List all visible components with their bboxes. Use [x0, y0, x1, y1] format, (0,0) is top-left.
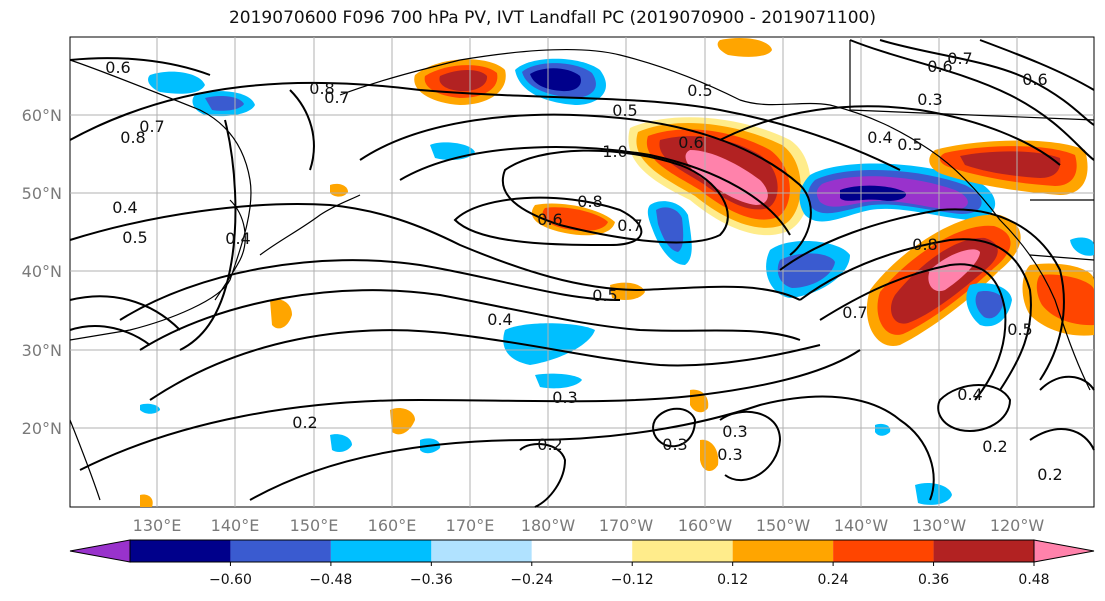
colorbar: −0.60 −0.48 −0.36 −0.24 −0.12 0.12 0.24 0.36 0.4… — [69, 539, 1095, 588]
contour-label: 0.6 — [678, 133, 703, 152]
lon-label: 180°W — [521, 516, 576, 535]
colorbar-label: 0.24 — [818, 572, 849, 588]
lon-label: 140°W — [834, 516, 889, 535]
plot-area: 0.60.70.80.80.70.40.5 0.40.50.60.71.00.80… — [69, 36, 1095, 508]
lat-label: 60°N — [22, 106, 62, 125]
contour-label: 0.7 — [324, 88, 349, 107]
contour-label: 0.5 — [897, 135, 922, 154]
colorbar-label: −0.24 — [510, 572, 553, 588]
contour-label: 0.3 — [662, 435, 687, 454]
negative-anomaly-bering — [140, 58, 1094, 505]
lon-label: 140°E — [211, 516, 260, 535]
contour-label: 0.5 — [122, 228, 147, 247]
coastlines — [69, 40, 1095, 501]
contour-label: 0.2 — [537, 435, 562, 454]
colorbar-label: −0.12 — [611, 572, 654, 588]
contour-label: 0.6 — [1022, 70, 1047, 89]
lon-label: 170°E — [446, 516, 495, 535]
contour-label: 0.8 — [912, 235, 937, 254]
shaded-anomalies — [140, 38, 1094, 507]
colorbar-high-extend — [1033, 539, 1095, 563]
colorbar-segment — [531, 540, 633, 562]
contour-label: 0.6 — [927, 57, 952, 76]
lon-label: 130°W — [912, 516, 967, 535]
longitude-labels: 130°E 140°E 150°E 160°E 170°E 180°W 170°W 160°W… — [133, 516, 1045, 535]
contour-label: 0.3 — [722, 422, 747, 441]
contour-label: 0.5 — [612, 101, 637, 120]
contour-label: 0.3 — [717, 445, 742, 464]
contour-label: 0.2 — [982, 437, 1007, 456]
contour-label: 0.8 — [120, 128, 145, 147]
colorbar-segment — [933, 540, 1034, 562]
colorbar-segment — [330, 540, 432, 562]
contour-label: 0.4 — [225, 229, 250, 248]
colorbar-segment — [431, 540, 532, 562]
latitude-labels: 60°N 50°N 40°N 30°N 20°N — [22, 106, 62, 438]
colorbar-label: −0.60 — [209, 572, 252, 588]
lon-label: 150°W — [756, 516, 811, 535]
colorbar-label: −0.48 — [309, 572, 352, 588]
contour-label: 1.0 — [602, 142, 627, 161]
colorbar-label: −0.36 — [410, 572, 453, 588]
contour-label: 0.6 — [105, 58, 130, 77]
contour-label: 0.5 — [1007, 320, 1032, 339]
lon-label: 130°E — [133, 516, 182, 535]
colorbar-segment — [130, 540, 231, 562]
contour-label: 0.2 — [1037, 465, 1062, 484]
lon-label: 160°E — [368, 516, 417, 535]
contour-label: 0.4 — [957, 385, 982, 404]
contour-label: 0.8 — [309, 79, 334, 98]
contour-label: 0.5 — [687, 81, 712, 100]
colorbar-frame — [129, 539, 1035, 563]
contour-label: 0.3 — [552, 388, 577, 407]
map-title: 2019070600 F096 700 hPa PV, IVT Landfall… — [228, 8, 876, 28]
lat-label: 20°N — [22, 419, 62, 438]
pv-contours — [69, 39, 1095, 508]
colorbar-label: 0.12 — [717, 572, 748, 588]
lon-label: 120°W — [990, 516, 1045, 535]
contour-label: 0.7 — [139, 117, 164, 136]
contour-label: 0.5 — [592, 286, 617, 305]
colorbar-segment — [230, 540, 331, 562]
contour-label: 0.7 — [617, 216, 642, 235]
lat-label: 40°N — [22, 262, 62, 281]
lon-label: 160°W — [678, 516, 733, 535]
colorbar-segment — [732, 540, 834, 562]
colorbar-label: 0.36 — [918, 572, 949, 588]
colorbar-label: 0.48 — [1018, 572, 1049, 588]
lon-label: 150°E — [290, 516, 339, 535]
contour-label: 0.6 — [537, 210, 562, 229]
lat-label: 30°N — [22, 341, 62, 360]
contour-label: 0.2 — [292, 413, 317, 432]
negative-anomaly-gulf — [766, 163, 996, 298]
colorbar-low-extend — [69, 539, 131, 563]
colorbar-segment — [632, 540, 733, 562]
contour-labels: 0.60.70.80.80.70.40.5 0.40.50.60.71.00.80… — [105, 49, 1062, 484]
contour-label: 0.7 — [842, 303, 867, 322]
positive-anomaly-east — [866, 140, 1094, 346]
lon-label: 170°W — [599, 516, 654, 535]
colorbar-segment — [833, 540, 934, 562]
contour-label: 0.4 — [867, 128, 892, 147]
contour-label: 0.7 — [947, 49, 972, 68]
lat-label: 50°N — [22, 184, 62, 203]
contour-label: 0.8 — [577, 192, 602, 211]
contour-label: 0.3 — [917, 90, 942, 109]
contour-label: 0.4 — [487, 310, 512, 329]
contour-label: 0.4 — [112, 198, 137, 217]
